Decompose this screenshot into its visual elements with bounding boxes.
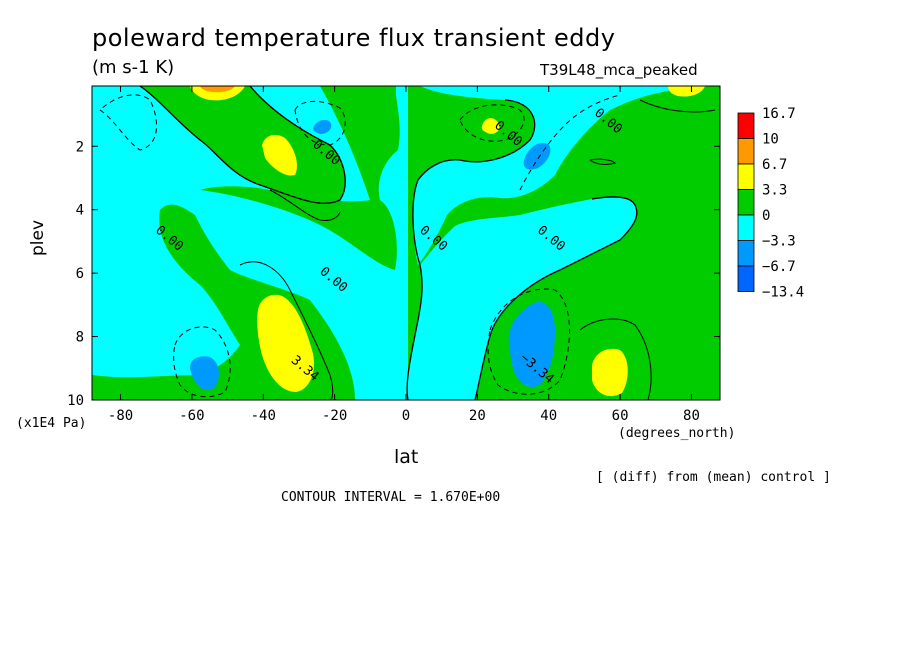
x-tick-label: -60 [179,408,204,424]
contour-line [269,189,341,221]
y-tick-label: 8 [76,330,84,346]
legend-swatch [737,163,755,190]
contour-line [406,99,536,400]
contour-line [173,326,231,398]
x-axis-label: lat [394,446,419,468]
legend-swatch [737,214,755,241]
legend-label: 16.7 [762,106,796,122]
contour-line [99,94,158,151]
y-tick-label: 6 [76,266,84,282]
contour-region [481,118,500,134]
y-tick-label: 2 [76,139,84,155]
legend-swatch [737,240,755,267]
y-tick-label: 10 [67,393,84,409]
x-tick-label: 20 [469,408,486,424]
contour-line [487,288,570,395]
contour-region [190,356,219,391]
legend-label: −13.4 [762,285,804,301]
x-tick-label: -40 [251,408,276,424]
contour-line [579,318,652,400]
contour-line [519,94,621,191]
contour-fill-layer [92,86,720,400]
chart-title: poleward temperature flux transient eddy [92,24,616,52]
x-tick-label: 0 [402,408,410,424]
diff-note: [ (diff) from (mean) control ] [596,470,831,485]
contour-region [313,119,332,134]
legend-swatch [737,112,755,139]
y-tick-label: 4 [76,203,84,219]
contour-region [407,196,637,400]
x-axis-unit: (degrees_north) [618,426,736,441]
contour-line [294,101,346,146]
contour-region [200,86,235,93]
contour-region [200,86,400,270]
contour-region [668,86,705,97]
contour-line [589,158,616,165]
contour-line [474,196,638,400]
axes-layer: -80 -60 -40 -20 0 20 40 60 80 2 4 6 8 10 [67,86,720,424]
legend-label: −6.7 [762,259,796,275]
x-tick-label: 60 [612,408,629,424]
experiment-label: T39L48_mca_peaked [540,61,698,79]
legend-swatch [737,138,755,165]
contour-line [459,104,525,142]
legend-label: 10 [762,132,779,148]
x-tick-label: -20 [322,408,347,424]
contour-region [592,348,628,397]
contour-region [262,134,297,176]
contour-region [508,301,555,387]
contour-line [239,261,334,400]
contour-line [639,99,716,113]
chart-units: (m s-1 K) [92,57,175,78]
contour-interval: CONTOUR INTERVAL = 1.670E+00 [281,490,501,505]
legend-label: 0 [762,208,770,224]
legend-swatch [737,189,755,216]
x-tick-label: 80 [683,408,700,424]
y-axis-unit: (x1E4 Pa) [16,416,87,431]
legend-swatch [737,265,755,292]
legend-label: 3.3 [762,183,787,199]
legend-label: −3.3 [762,234,796,250]
color-legend: 16.7 10 6.7 3.3 0 −3.3 −6.7 −13.4 [737,106,804,301]
legend-label: 6.7 [762,157,787,173]
contour-line [139,86,346,204]
x-tick-label: -80 [108,408,133,424]
x-tick-label: 40 [540,408,557,424]
contour-region [257,294,315,392]
